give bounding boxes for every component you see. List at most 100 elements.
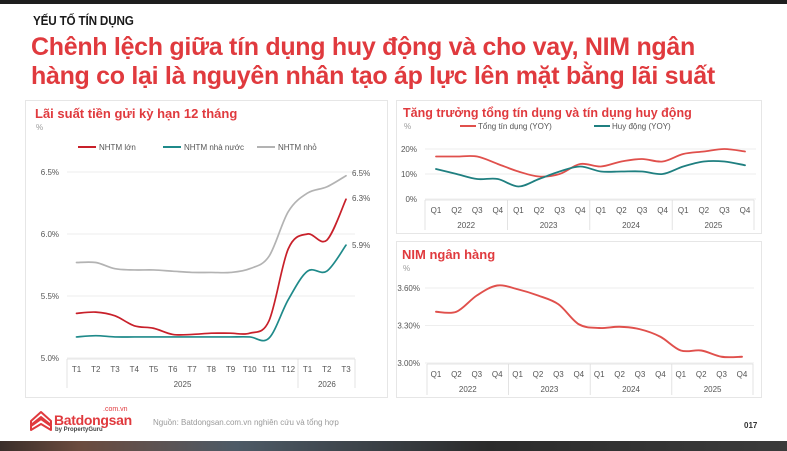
deposit-y-tick: 6.0% bbox=[41, 230, 59, 239]
nim-x-tick: Q3 bbox=[635, 370, 646, 379]
credit-legend: Tổng tín dụng (YOY) Huy động (YOY) bbox=[460, 122, 671, 131]
deposit-x-tick: T9 bbox=[226, 365, 236, 374]
deposit-x-tick: T10 bbox=[243, 365, 257, 374]
credit-x-tick: Q2 bbox=[451, 206, 462, 215]
credit-y-tick: 20% bbox=[401, 145, 417, 154]
deposit-plot: 6.5% 6.0% 5.5% 5.0% 2025 2026 T1 T2 T3 T4 T5 T6 T7 T8… bbox=[41, 168, 356, 389]
deposit-y-tick: 5.0% bbox=[41, 354, 59, 363]
credit-x-tick: Q1 bbox=[431, 206, 442, 215]
headline-line-2: hàng co lại là nguyên nhân tạo áp lực lê… bbox=[31, 62, 715, 90]
credit-x-tick: Q1 bbox=[513, 206, 524, 215]
credit-x-tick: Q2 bbox=[698, 206, 709, 215]
deposit-x-tick: T1 bbox=[72, 365, 82, 374]
credit-x-tick: Q4 bbox=[657, 206, 668, 215]
deposit-x-tick: T4 bbox=[130, 365, 140, 374]
credit-x-tick: Q2 bbox=[616, 206, 627, 215]
background-strip bbox=[0, 441, 787, 451]
nim-x-tick: Q2 bbox=[533, 370, 544, 379]
deposit-x-tick: T3 bbox=[110, 365, 120, 374]
nim-x-tick: Q4 bbox=[492, 370, 503, 379]
nim-y-tick: 3.60% bbox=[397, 284, 420, 293]
deposit-x-tick: T1 bbox=[303, 365, 313, 374]
batdongsan-logo: .com.vn Batdongsan by PropertyGuru bbox=[28, 406, 138, 438]
legend-label: NHTM lớn bbox=[99, 143, 136, 152]
logo-domain: .com.vn bbox=[103, 406, 128, 413]
deposit-series-line bbox=[75, 174, 347, 274]
series-end-label: 6.3% bbox=[352, 194, 370, 203]
nim-y-tick: 3.00% bbox=[397, 359, 420, 368]
section-eyebrow: YẾU TỐ TÍN DỤNG bbox=[33, 13, 134, 28]
deposit-rate-title: Lãi suất tiền gửi kỳ hạn 12 tháng bbox=[35, 106, 238, 121]
nim-plot: 3.60% 3.30% 3.00% 2022 2023 2024 2025 Q1 Q2 Q3 Q4 Q… bbox=[397, 284, 754, 395]
deposit-x-tick: T8 bbox=[207, 365, 217, 374]
page-number: 017 bbox=[744, 421, 758, 430]
nim-x-tick: Q2 bbox=[696, 370, 707, 379]
nim-x-tick: Q1 bbox=[431, 370, 442, 379]
logo-tagline: by PropertyGuru bbox=[55, 427, 103, 433]
deposit-y-tick: 6.5% bbox=[41, 168, 59, 177]
logo-wordmark: Batdongsan bbox=[54, 412, 132, 428]
series-end-label: 5.9% bbox=[352, 241, 370, 250]
deposit-x-tick: T7 bbox=[187, 365, 197, 374]
credit-x-tick: Q3 bbox=[637, 206, 648, 215]
nim-x-tick: Q3 bbox=[471, 370, 482, 379]
deposit-legend: NHTM lớn NHTM nhà nước NHTM nhỏ bbox=[78, 143, 317, 152]
nim-group-label: 2022 bbox=[459, 385, 477, 394]
nim-x-tick: Q2 bbox=[614, 370, 625, 379]
credit-series-line bbox=[435, 148, 746, 178]
nim-x-tick: Q3 bbox=[716, 370, 727, 379]
nim-group-label: 2024 bbox=[622, 385, 640, 394]
nim-x-tick: Q3 bbox=[553, 370, 564, 379]
house-stack-icon bbox=[30, 411, 52, 431]
deposit-rate-panel: Lãi suất tiền gửi kỳ hạn 12 tháng % bbox=[25, 100, 388, 398]
credit-x-tick: Q3 bbox=[719, 206, 730, 215]
nim-series-line bbox=[435, 284, 743, 359]
slide-headline: Chênh lệch giữa tín dụng huy động và cho… bbox=[31, 33, 771, 91]
deposit-series-line bbox=[75, 198, 347, 336]
credit-growth-unit: % bbox=[404, 122, 412, 131]
nim-x-tick: Q1 bbox=[594, 370, 605, 379]
credit-group-label: 2024 bbox=[622, 221, 640, 230]
source-note: Nguồn: Batdongsan.com.vn nghiên cứu và t… bbox=[153, 418, 339, 427]
legend-label: Huy động (YOY) bbox=[612, 122, 671, 131]
legend-label: NHTM nhỏ bbox=[278, 143, 317, 152]
credit-x-tick: Q2 bbox=[534, 206, 545, 215]
deposit-x-tick: T2 bbox=[91, 365, 101, 374]
deposit-rate-unit: % bbox=[36, 123, 44, 132]
credit-y-tick: 10% bbox=[401, 170, 417, 179]
series-end-label: 6.5% bbox=[352, 169, 370, 178]
legend-label: Tổng tín dụng (YOY) bbox=[478, 122, 552, 131]
credit-group-label: 2025 bbox=[705, 221, 723, 230]
nim-panel: NIM ngân hàng % bbox=[396, 241, 762, 398]
deposit-x-tick: T11 bbox=[262, 365, 276, 374]
nim-x-tick: Q2 bbox=[451, 370, 462, 379]
credit-y-tick: 0% bbox=[405, 195, 417, 204]
nim-unit: % bbox=[403, 264, 411, 273]
deposit-x-tick: T3 bbox=[341, 365, 351, 374]
nim-y-tick: 3.30% bbox=[397, 322, 420, 331]
credit-x-tick: Q4 bbox=[740, 206, 751, 215]
nim-group-label: 2025 bbox=[704, 385, 722, 394]
deposit-x-tick: T2 bbox=[322, 365, 332, 374]
deposit-series-line bbox=[75, 244, 347, 342]
deposit-x-tick: T12 bbox=[281, 365, 295, 374]
nim-x-tick: Q1 bbox=[512, 370, 523, 379]
credit-x-tick: Q1 bbox=[678, 206, 689, 215]
credit-x-tick: Q1 bbox=[595, 206, 606, 215]
credit-group-label: 2023 bbox=[540, 221, 558, 230]
credit-group-label: 2022 bbox=[457, 221, 475, 230]
nim-group-label: 2023 bbox=[541, 385, 559, 394]
nim-x-tick: Q4 bbox=[737, 370, 748, 379]
credit-x-tick: Q4 bbox=[492, 206, 503, 215]
credit-x-tick: Q3 bbox=[472, 206, 483, 215]
credit-x-tick: Q3 bbox=[554, 206, 565, 215]
credit-series-line bbox=[435, 160, 746, 188]
nim-title: NIM ngân hàng bbox=[402, 247, 496, 262]
nim-x-tick: Q4 bbox=[573, 370, 584, 379]
credit-growth-panel: Tăng trưởng tổng tín dụng và tín dụng hu… bbox=[396, 100, 762, 234]
deposit-y-tick: 5.5% bbox=[41, 292, 59, 301]
deposit-group-label: 2026 bbox=[318, 380, 336, 389]
headline-line-1: Chênh lệch giữa tín dụng huy động và cho… bbox=[31, 33, 695, 61]
